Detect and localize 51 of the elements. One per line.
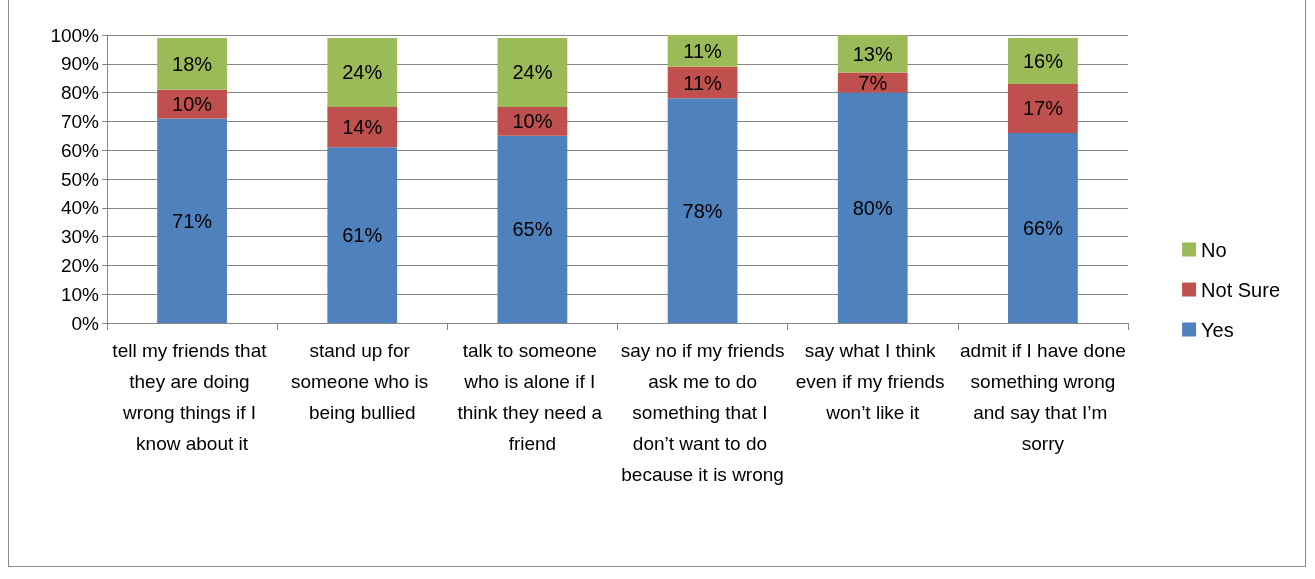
data-label: 65% [512,218,553,241]
y-tick-label: 80% [60,82,100,104]
data-label: 66% [1022,216,1064,239]
data-label: 16% [1022,49,1064,72]
data-label: 13% [852,42,893,65]
legend-label: Not Sure [1201,278,1281,301]
data-label: 17% [1022,97,1064,120]
data-label: 10% [512,110,553,133]
x-tick-label: say what I think even if my friends won’t like it [795,340,950,423]
bar [1008,37,1078,84]
data-label: 78% [682,199,723,222]
legend-label: No [1201,238,1227,261]
bar [157,37,227,90]
x-tick-label: say no if my friends ask me to do something that I don’t want to do because it is wrong [620,340,785,485]
data-label: 14% [342,116,383,139]
bar [497,37,568,107]
legend-label: Yes [1201,318,1234,341]
bar [327,37,398,107]
x-tick-label: admit if I have done something wrong and say that I’m sorry [960,340,1126,454]
y-tick-label: 90% [60,53,100,75]
y-tick-label: 10% [60,283,100,305]
y-tick-label: 0% [71,312,100,334]
data-label: 7% [858,71,888,94]
bar [837,72,908,93]
y-tick-label: 70% [60,110,100,132]
y-tick-label: 50% [60,168,100,190]
y-tick-label: 40% [60,197,100,219]
data-label: 11% [683,39,723,62]
bar [497,135,568,323]
data-label: 24% [342,61,383,84]
x-tick-label: tell my friends that they are doing wrong things if I know about it [112,340,272,454]
bar [837,92,908,323]
x-tick-label: talk to someone who is alone if I think they need a friend [457,340,608,454]
y-tick-label: 30% [60,226,100,248]
y-tick-label: 20% [60,254,100,276]
data-label: 61% [342,224,383,247]
y-tick-label: 60% [60,139,100,161]
y-tick-label: 100% [50,24,100,46]
data-label: 18% [172,52,213,75]
data-label: 71% [172,209,213,232]
data-label: 80% [852,196,893,219]
bar [1008,132,1078,323]
bar [327,107,398,148]
data-label: 10% [172,93,213,116]
data-label: 11% [683,71,723,94]
data-label: 24% [512,61,553,84]
x-tick-label: stand up for someone who is being bullied [290,340,434,423]
bar [667,98,738,323]
bar [157,118,227,323]
bar [327,147,398,323]
bar [1008,83,1078,133]
